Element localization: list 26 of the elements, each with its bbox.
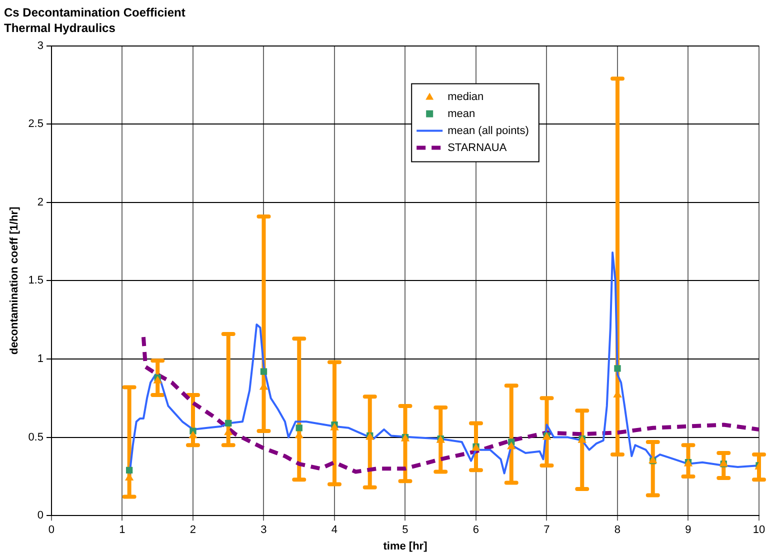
x-tick-label: 5 [402,524,408,536]
x-axis-title: time [hr] [383,540,428,552]
y-tick-label: 0 [37,510,44,522]
y-tick-label: 2 [37,196,44,208]
legend-label: STARNAUA [448,142,508,154]
x-tick-label: 4 [331,524,338,536]
chart-subtitle: Thermal Hydraulics [4,20,116,35]
x-tick-label: 0 [48,524,55,536]
x-tick-label: 6 [472,524,480,536]
x-tick-label: 7 [544,524,550,536]
x-tick-label: 1 [119,524,126,536]
y-tick-label: 2.5 [28,118,44,130]
legend-label: mean [448,108,476,120]
y-axis-title: decontamination coeff [1/hr] [8,206,21,355]
legend-label: mean (all points) [448,124,529,137]
legend-label: median [448,90,484,103]
chart-title: Cs Decontamination Coefficient [4,6,186,20]
y-tick-label: 0.5 [28,431,44,444]
x-tick-label: 2 [190,524,196,536]
x-tick-label: 8 [614,524,621,536]
y-tick-label: 1.5 [28,274,44,287]
x-tick-label: 3 [260,524,267,536]
x-tick-label: 10 [752,524,766,536]
y-tick-label: 3 [37,40,44,52]
y-tick-label: 1 [37,353,44,366]
x-tick-label: 9 [685,524,692,536]
